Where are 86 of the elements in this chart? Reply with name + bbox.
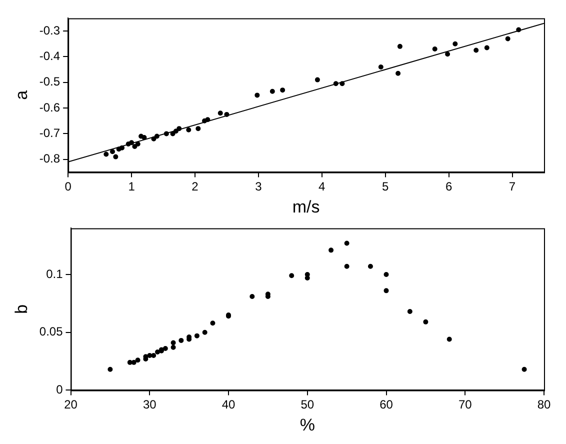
point [108, 366, 113, 372]
point [104, 152, 109, 157]
point [127, 360, 132, 365]
x-axis-title: m/s [292, 197, 320, 216]
y-tick-label: -0.4 [39, 49, 60, 64]
point [164, 131, 169, 136]
point [452, 41, 458, 46]
point [445, 52, 450, 57]
point [328, 248, 334, 253]
point [446, 336, 452, 342]
point [344, 240, 350, 246]
point [162, 346, 168, 352]
point [113, 154, 118, 160]
point [135, 358, 140, 363]
point [516, 27, 522, 32]
point [505, 36, 510, 42]
x-tick-label: 40 [222, 398, 236, 412]
point [131, 360, 136, 365]
x-tick-label: 7 [508, 180, 516, 194]
point [304, 272, 310, 277]
x-tick-label: 60 [380, 398, 394, 412]
point [173, 128, 178, 134]
point [368, 264, 373, 269]
x-tick-label: 4 [318, 180, 326, 194]
point [210, 320, 216, 326]
point [178, 338, 184, 343]
x-axis-title: % [300, 415, 315, 434]
point [289, 273, 294, 278]
x-tick-label: 30 [142, 398, 157, 412]
point [378, 64, 384, 70]
point [254, 92, 260, 98]
point [135, 141, 140, 146]
point [333, 81, 338, 86]
point [396, 70, 401, 76]
point [384, 288, 389, 294]
point [194, 333, 200, 338]
point [132, 144, 138, 150]
point [224, 112, 230, 117]
point [384, 272, 389, 277]
y-tick-label: 0 [56, 382, 64, 397]
x-tick-label: 50 [300, 398, 314, 412]
point [397, 44, 402, 49]
point [522, 366, 527, 372]
x-tick-label: 20 [64, 398, 78, 412]
point [154, 134, 160, 139]
point [142, 135, 147, 140]
x-tick-label: 70 [458, 398, 472, 412]
point [423, 319, 428, 324]
point [202, 330, 208, 335]
y-tick-label: -0.3 [39, 23, 60, 38]
point [196, 126, 201, 132]
y-tick-label: 0.1 [46, 266, 64, 281]
point [151, 352, 156, 358]
y-tick-label: -0.6 [39, 100, 60, 114]
y-axis-title: b [12, 304, 31, 314]
point [340, 81, 345, 86]
y-tick-label: 0.05 [39, 324, 64, 339]
x-tick-label: 2 [192, 180, 199, 194]
point [170, 340, 176, 346]
point [120, 145, 125, 150]
y-axis-title: a [12, 90, 31, 100]
point [344, 264, 350, 269]
point [186, 127, 192, 132]
point [432, 46, 438, 52]
x-tick-label: 80 [537, 398, 551, 412]
x-tick-label: 3 [255, 180, 262, 194]
point [129, 140, 134, 146]
x-tick-label: 6 [445, 180, 452, 194]
point [170, 344, 176, 350]
y-tick-label: -0.7 [39, 126, 60, 140]
point [314, 77, 320, 82]
point [407, 309, 412, 314]
point [484, 45, 490, 50]
point [205, 117, 210, 122]
y-tick-label: -0.5 [39, 74, 60, 89]
point [474, 48, 479, 53]
x-tick-label: 1 [128, 180, 136, 194]
y-tick-label: -0.8 [39, 152, 60, 166]
point [176, 126, 182, 132]
point [218, 110, 223, 116]
point [280, 88, 286, 93]
x-tick-label: 5 [382, 180, 390, 194]
point [270, 88, 275, 94]
point [250, 294, 255, 299]
point [110, 149, 115, 154]
point [155, 350, 160, 355]
